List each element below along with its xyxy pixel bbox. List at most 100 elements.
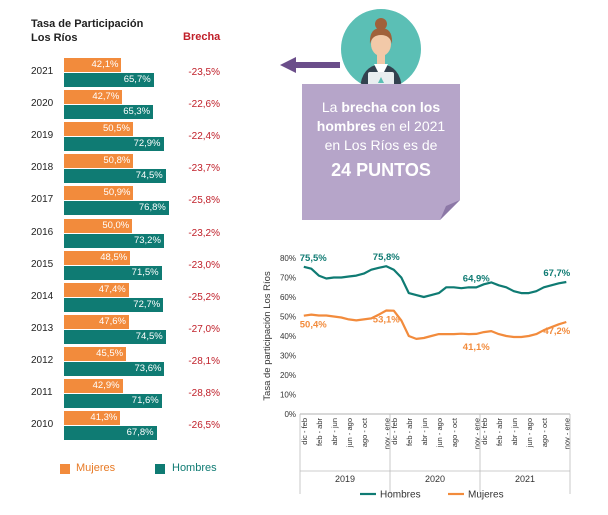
bar-women: 50,8% — [64, 154, 134, 169]
bar-year-label: 2020 — [31, 98, 54, 110]
bar-women: 50,5% — [64, 122, 133, 137]
x-tick-label: dic - feb — [390, 418, 399, 445]
x-tick-label: abr - jun — [420, 418, 429, 446]
callout-highlight: 24 PUNTOS — [331, 160, 431, 180]
data-label: 50,4% — [300, 320, 327, 331]
bar-women: 50,0% — [64, 218, 133, 233]
bar-men: 67,8% — [64, 426, 157, 441]
bar-year-label: 2018 — [31, 162, 54, 174]
bar-year-label: 2010 — [31, 419, 54, 431]
callout-text-1: La — [321, 99, 342, 115]
bar-women: 48,5% — [64, 250, 131, 265]
y-axis-label: Tasa de participación Los Ríos — [262, 271, 273, 401]
gap-callout-box: La brecha con los hombres en el 2021 en … — [302, 84, 460, 220]
bar-men: 73,6% — [64, 361, 165, 376]
bar-year-label: 2015 — [31, 258, 54, 270]
x-tick-label: jun - ago — [525, 418, 534, 448]
year-label: 2020 — [425, 474, 445, 484]
year-label: 2019 — [335, 474, 355, 484]
y-tick-label: 40% — [280, 332, 296, 341]
data-label: 64,9% — [463, 273, 490, 284]
bar-women: 42,1% — [64, 58, 122, 72]
bar-men: 74,5% — [64, 169, 166, 184]
bar-year-label: 2019 — [31, 130, 54, 142]
bar-chart-title-line2: Los Ríos — [31, 32, 78, 44]
bar-women: 50,9% — [64, 186, 134, 201]
x-tick-label: dic - feb — [300, 418, 309, 445]
bar-men: 72,7% — [64, 297, 164, 312]
gap-value-label: -23,5% — [188, 67, 220, 78]
bar-men: 76,8% — [64, 201, 169, 216]
bar-year-label: 2011 — [31, 387, 53, 398]
bar-chart-title-line1: Tasa de Participación — [31, 18, 144, 30]
bar-year-label: 2012 — [31, 354, 54, 366]
y-tick-label: 60% — [280, 293, 296, 302]
callout-text-2: en el 2021 en Los Ríos es de — [324, 118, 446, 153]
data-label: 75,8% — [373, 252, 400, 263]
bar-women: 45,5% — [64, 346, 127, 361]
callout-text-bold: brecha con los hombres — [316, 99, 441, 134]
legend-label-mujeres: Mujeres — [468, 490, 504, 501]
bar-men: 65,3% — [64, 105, 154, 120]
bar-men: 71,6% — [64, 394, 162, 408]
bar-year-label: 2017 — [31, 194, 54, 206]
data-label: 47,2% — [543, 326, 570, 337]
bar-women: 47,6% — [64, 314, 129, 329]
legend-label-women: Mujeres — [76, 462, 116, 474]
gap-value-label: -27,0% — [188, 323, 220, 335]
x-tick-label: jun - ago — [435, 418, 444, 448]
gap-value-label: -25,2% — [188, 291, 220, 303]
bar-year-label: 2021 — [31, 66, 54, 77]
series-line-mujeres — [303, 309, 567, 341]
bar-women: 42,9% — [64, 379, 123, 393]
legend-label-hombres: Hombres — [380, 490, 421, 501]
gap-value-label: -22,6% — [188, 99, 220, 111]
x-tick-label: ago - oct — [360, 417, 369, 447]
gap-value-label: -22,4% — [188, 131, 220, 143]
data-label: 75,5% — [300, 253, 327, 264]
gap-value-label: -23,0% — [188, 259, 220, 271]
y-tick-label: 30% — [280, 352, 296, 361]
left-arrow-icon — [280, 57, 340, 73]
woman-avatar-icon — [339, 7, 423, 91]
y-tick-label: 0% — [284, 410, 296, 419]
bar-men: 65,7% — [64, 73, 154, 87]
gap-value-label: -28,1% — [188, 355, 220, 367]
x-tick-label: abr - jun — [510, 418, 519, 446]
gap-value-label: -28,8% — [188, 388, 220, 399]
y-tick-label: 50% — [280, 313, 296, 322]
data-label: 41,1% — [463, 342, 490, 353]
x-tick-label: ago - oct — [450, 417, 459, 447]
series-line-hombres — [303, 265, 567, 299]
participation-line-chart: 0% 10% 20% 30% 40% 50% 60% 70% 80% Tasa de partic… — [262, 252, 571, 501]
year-label: 2021 — [515, 474, 535, 484]
bar-women: 41,3% — [64, 411, 121, 426]
bar-men: 73,2% — [64, 233, 164, 248]
bar-year-label: 2016 — [31, 226, 54, 238]
bar-men: 72,9% — [64, 137, 164, 152]
x-tick-label: jun - ago — [345, 418, 354, 448]
y-tick-label: 20% — [280, 371, 296, 380]
legend-label-men: Hombres — [172, 462, 217, 474]
x-tick-label: nov - ene — [472, 418, 481, 449]
x-tick-label: feb - abr — [315, 418, 324, 446]
bar-year-label: 2014 — [31, 290, 54, 302]
page-curl-icon — [440, 200, 460, 220]
data-label: 67,7% — [543, 268, 570, 279]
bar-men: 74,5% — [64, 329, 166, 344]
x-tick-label: feb - abr — [495, 418, 504, 446]
gap-value-label: -23,7% — [188, 163, 220, 175]
x-tick-label: feb - abr — [405, 418, 414, 446]
legend-swatch-women — [60, 464, 70, 474]
gap-column-header: Brecha — [183, 31, 221, 43]
x-tick-label: nov - ene — [562, 418, 571, 449]
y-tick-label: 70% — [280, 274, 296, 283]
x-tick-label: nov - ene — [382, 418, 391, 449]
x-tick-label: ago - oct — [540, 417, 549, 447]
x-tick-label: abr - jun — [330, 418, 339, 446]
gap-value-label: -26,5% — [188, 420, 220, 432]
bar-women: 47,4% — [64, 282, 129, 297]
legend-swatch-men — [155, 464, 165, 474]
x-tick-label: dic - feb — [480, 418, 489, 445]
y-tick-label: 10% — [280, 391, 296, 400]
